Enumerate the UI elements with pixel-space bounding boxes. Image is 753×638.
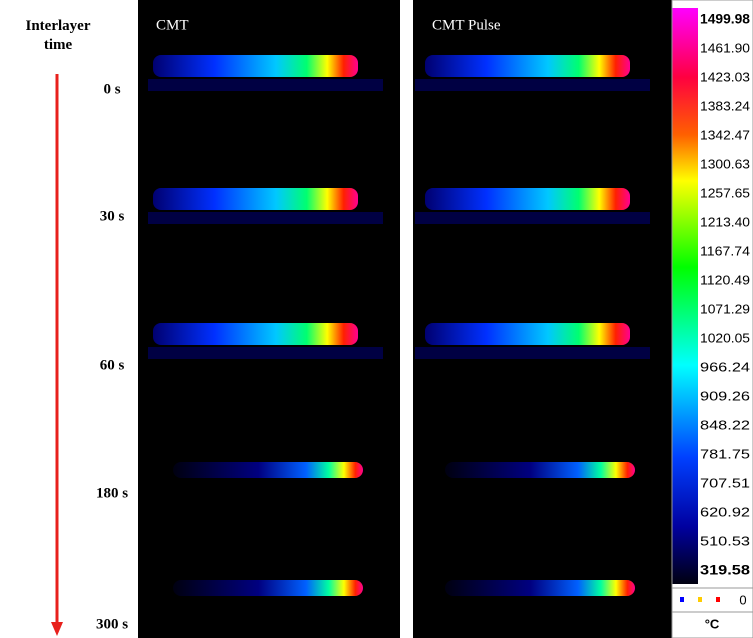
thermal-deposit — [445, 462, 635, 478]
colorbar-label: 1461.90 — [700, 40, 750, 55]
colorbar-label: 1383.24 — [700, 98, 750, 113]
thermal-deposit — [425, 188, 630, 210]
substrate — [415, 212, 650, 224]
substrate — [148, 212, 383, 224]
thermal-deposit — [173, 580, 363, 596]
panel-cmt — [138, 0, 400, 638]
colorbar-label: 781.75 — [700, 446, 750, 461]
colorbar-label: 1020.05 — [700, 330, 750, 345]
thermal-deposit — [173, 462, 363, 478]
colorbar — [672, 8, 698, 584]
thermal-deposit — [153, 188, 358, 210]
colorbar-label: 1120.49 — [700, 272, 750, 287]
colorbar-label: 1167.74 — [700, 243, 750, 258]
thermal-deposit — [425, 323, 630, 345]
arrow-head — [51, 622, 63, 636]
colorbar-label: 510.53 — [700, 533, 750, 548]
substrate — [148, 79, 383, 91]
time-label: 300 s — [96, 616, 128, 632]
axis-label: Interlayer time — [26, 18, 91, 53]
panel-title: CMT — [156, 17, 189, 33]
time-label: 30 s — [100, 208, 125, 224]
colorbar-label: 1071.29 — [700, 301, 750, 316]
colorbar-label: 1342.47 — [700, 127, 750, 142]
thermal-deposit — [153, 55, 358, 77]
colorbar-label: 1213.40 — [700, 214, 750, 229]
colorbar-label: 620.92 — [700, 504, 750, 519]
substrate — [415, 347, 650, 359]
time-label: 180 s — [96, 485, 128, 501]
colorbar-label: 1257.65 — [700, 185, 750, 200]
substrate — [148, 347, 383, 359]
colorbar-label: 848.22 — [700, 417, 750, 432]
colorbar-label: 707.51 — [700, 475, 750, 490]
colorbar-frame — [671, 0, 753, 638]
colorbar-label: 966.24 — [700, 359, 750, 374]
substrate — [415, 79, 650, 91]
counter: 0 — [739, 592, 746, 607]
thermal-deposit — [445, 580, 635, 596]
time-label: 0 s — [103, 81, 120, 97]
colorbar-label: 1499.98 — [700, 11, 750, 27]
colorbar-label: 909.26 — [700, 388, 750, 403]
thermal-deposit — [153, 323, 358, 345]
time-label: 60 s — [100, 357, 125, 373]
thermal-deposit — [425, 55, 630, 77]
panel-title: CMT Pulse — [432, 17, 501, 33]
panel-cmt-pulse — [413, 0, 672, 638]
unit: °C — [705, 616, 720, 631]
colorbar-label: 319.58 — [700, 562, 750, 578]
colorbar-label: 1423.03 — [700, 69, 750, 84]
colorbar-label: 1300.63 — [700, 156, 750, 171]
